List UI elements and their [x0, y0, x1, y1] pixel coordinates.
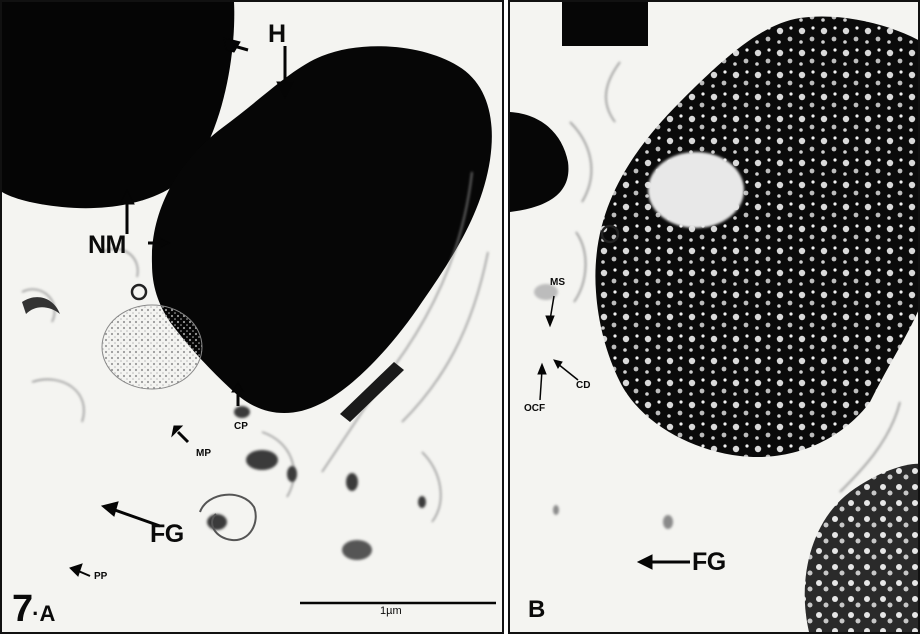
panel-b-micrograph: MS CD OCF FG B — [508, 0, 920, 634]
granules — [534, 284, 673, 529]
label-cd: CD — [576, 380, 591, 391]
arrows — [69, 37, 294, 577]
crescent-shape — [22, 297, 60, 314]
label-fg-b: FG — [692, 548, 726, 576]
label-cp: CP — [234, 421, 248, 432]
mottled-nucleus — [595, 16, 918, 457]
small-ring — [130, 283, 148, 301]
tail-loop — [199, 493, 257, 542]
upper-nucleus-shape — [2, 2, 235, 209]
panel-a-micrograph: H NM CP MP FG PP 7·A 1µm — [0, 0, 504, 634]
label-ms: MS — [550, 277, 565, 288]
granules — [207, 406, 426, 560]
vesicle-shape — [101, 304, 203, 390]
lower-cell — [804, 463, 918, 632]
sperm-head-shape — [151, 46, 492, 414]
panel-b-image — [510, 2, 918, 632]
label-ocf: OCF — [524, 403, 546, 414]
label-pp: PP — [94, 571, 108, 582]
label-mp: MP — [196, 448, 211, 459]
membrane-lines — [569, 61, 901, 493]
label-nm: NM — [88, 231, 126, 259]
panel-a-label: 7·A — [12, 590, 55, 628]
panel-b-letter: B — [528, 596, 546, 623]
panel-a-letter: A — [39, 601, 56, 626]
panel-a-image — [2, 2, 496, 605]
figure-dot: · — [32, 601, 40, 626]
dark-block — [562, 2, 648, 46]
left-nucleus-edge — [510, 112, 569, 212]
label-h: H — [268, 20, 286, 48]
arrows — [537, 295, 690, 570]
label-fg: FG — [150, 520, 184, 548]
small-ring — [600, 224, 620, 244]
figure-number: 7 — [12, 588, 33, 630]
rod-shape — [340, 362, 404, 422]
scale-bar-label: 1µm — [380, 605, 402, 617]
pale-inclusion — [648, 152, 744, 228]
